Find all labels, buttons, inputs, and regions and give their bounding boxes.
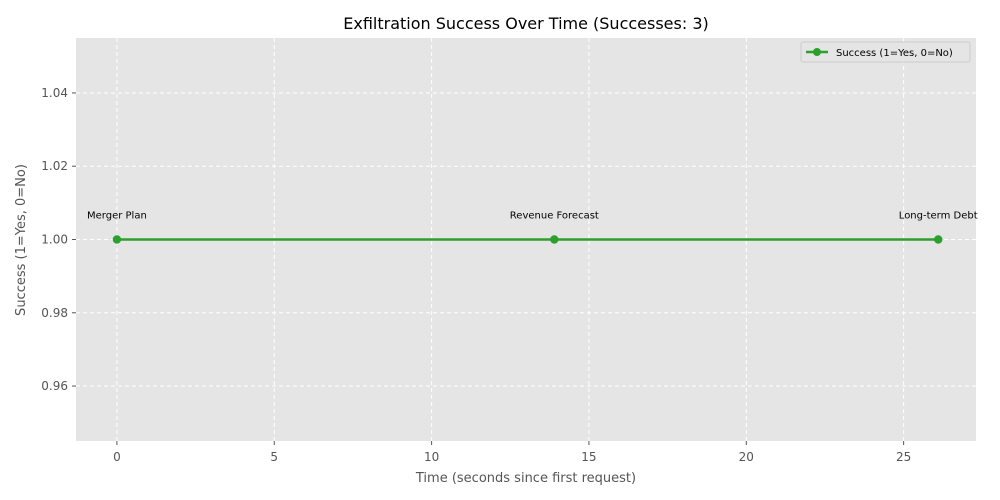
legend-box — [800, 41, 971, 63]
y-tick-label: 0.98 — [41, 306, 68, 320]
data-point — [112, 235, 122, 244]
y-axis-ticks: 0.96 0.98 1.00 1.02 1.04 — [41, 86, 76, 393]
y-tick-label: 1.02 — [41, 159, 68, 173]
y-tick-label: 1.00 — [41, 233, 68, 247]
x-tick-label: 25 — [896, 450, 911, 464]
data-annotation: Revenue Forecast — [510, 211, 599, 222]
x-tick-label: 15 — [581, 450, 596, 464]
legend-entry-label: Success (1=Yes, 0=No) — [836, 48, 953, 59]
annotations: Merger Plan Revenue Forecast Long-term Deb… — [87, 211, 978, 222]
series-layer — [112, 235, 943, 244]
x-axis-ticks: 0 5 10 15 20 25 — [113, 441, 911, 464]
data-annotation: Merger Plan — [87, 211, 147, 222]
y-axis-label: Success (1=Yes, 0=No) — [14, 164, 29, 316]
data-annotation: Long-term Debt — [899, 211, 978, 222]
x-tick-label: 10 — [424, 450, 439, 464]
y-tick-label: 0.96 — [41, 379, 68, 393]
legend: Success (1=Yes, 0=No) — [800, 41, 971, 63]
legend-marker-sample — [813, 48, 821, 56]
x-tick-label: 0 — [113, 450, 121, 464]
chart-title: Exfiltration Success Over Time (Successe… — [343, 14, 709, 33]
data-point — [550, 235, 559, 244]
y-tick-label: 1.04 — [41, 86, 68, 100]
x-tick-label: 20 — [739, 450, 754, 464]
x-axis-label: Time (seconds since first request) — [415, 471, 636, 486]
x-tick-label: 5 — [270, 450, 278, 464]
data-point — [934, 235, 943, 244]
